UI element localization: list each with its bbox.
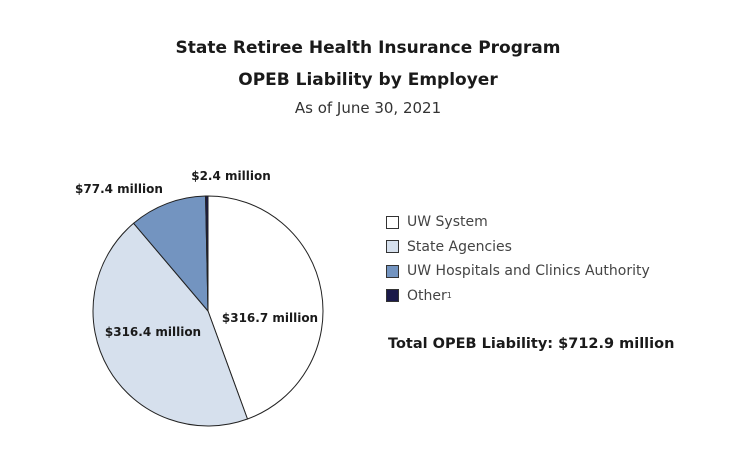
pie-slice-state-agencies xyxy=(92,222,249,427)
legend-item: UW Hospitals and Clinics Authority xyxy=(386,259,650,284)
legend-label: Other xyxy=(407,287,447,304)
total-liability: Total OPEB Liability: $712.9 million xyxy=(388,336,675,352)
legend-item: Other 1 xyxy=(386,284,650,309)
footnote-marker: 1 xyxy=(446,291,452,301)
slice-data-label: $316.4 million xyxy=(105,325,201,339)
chart-date: As of June 30, 2021 xyxy=(294,99,442,117)
legend-swatch xyxy=(386,240,399,254)
legend: UW System State Agencies UW Hospitals an… xyxy=(386,210,650,308)
legend-item: State Agencies xyxy=(386,235,650,260)
legend-swatch xyxy=(386,215,399,229)
legend-item: UW System xyxy=(386,210,650,235)
chart-subtitle: OPEB Liability by Employer xyxy=(238,70,498,90)
slice-data-label: $316.7 million xyxy=(222,311,318,325)
slice-data-label: $2.4 million xyxy=(191,169,271,183)
pie-slice-uw-hospitals-and-clinics-authority xyxy=(132,195,209,313)
legend-swatch xyxy=(386,264,399,278)
legend-label: UW Hospitals and Clinics Authority xyxy=(407,263,650,280)
legend-label: UW System xyxy=(407,214,488,231)
slice-data-label: $77.4 million xyxy=(75,182,163,196)
legend-label: State Agencies xyxy=(407,238,512,255)
pie-slice-uw-system xyxy=(207,195,324,420)
legend-swatch xyxy=(386,289,399,303)
pie-slice-other xyxy=(205,195,209,312)
chart-title: State Retiree Health Insurance Program xyxy=(175,38,561,58)
